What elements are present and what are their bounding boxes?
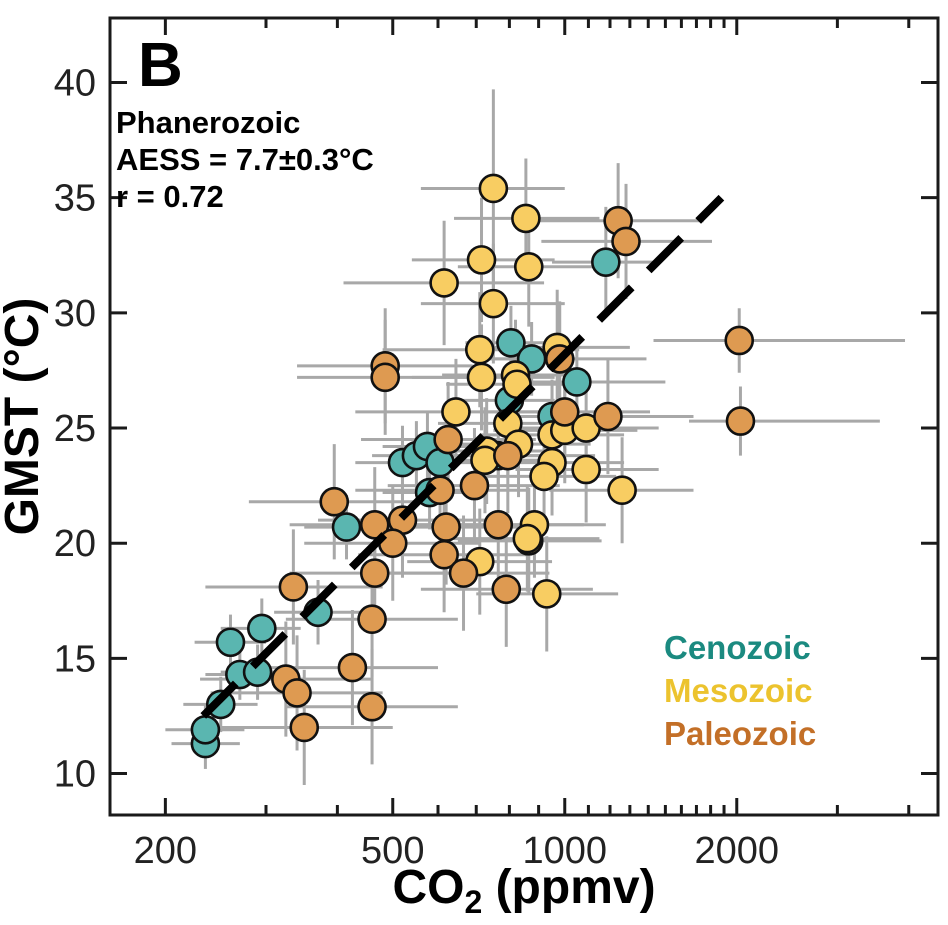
data-point [591,247,621,277]
data-point [466,362,497,393]
y-tick-label: 35 [54,178,96,220]
data-point [593,401,623,432]
y-tick-label: 25 [54,408,96,450]
data-point [433,424,463,455]
data-point [549,397,580,427]
trend-line [200,194,725,719]
panel-label: B [138,31,183,100]
data-point [478,173,509,204]
data-point [429,268,459,298]
legend-item-cenozoic: Cenozoic [664,629,811,666]
panel-annotation: B Phanerozoic AESS = 7.7±0.3°C r = 0.72 [116,31,374,215]
data-point [441,397,471,427]
data-point [491,574,522,605]
data-point [529,461,559,492]
series-paleozoic-markers [271,205,756,743]
tick-labels-layer: 200 500 1000 2000 10 15 20 25 30 35 40 [54,62,779,872]
x-tick-label: 500 [361,830,424,872]
x-tick-label: 1000 [522,830,607,872]
data-point [247,613,277,644]
data-point [483,509,514,540]
aess-value: AESS = 7.7±0.3°C [116,142,374,177]
y-tick-label: 40 [54,62,96,104]
data-point [571,454,601,485]
data-point [611,226,641,257]
data-point [215,627,246,658]
data-point [531,579,562,609]
data-point [377,528,408,558]
x-axis-title: CO2 (ppmv) [392,861,655,920]
data-point [493,440,523,471]
legend-item-mesozoic: Mesozoic [664,672,813,709]
data-point [319,486,350,517]
data-point [478,288,509,319]
legend-item-paleozoic: Paleozoic [664,715,817,752]
data-point [278,572,309,602]
y-tick-label: 15 [54,638,96,680]
data-point [337,652,368,683]
dataset-label: Phanerozoic [116,105,301,140]
data-point [359,558,390,588]
y-tick-label: 20 [54,523,96,565]
data-point [205,689,236,720]
data-point [370,362,400,393]
axis-titles-layer: CO2 (ppmv) GMST (°C) [0,298,656,920]
plot-box [108,16,940,817]
data-point [431,512,461,542]
y-axis-title: GMST (°C) [0,298,49,536]
data-point [359,509,390,540]
data-point [190,714,221,745]
data-point [511,203,541,234]
data-point [607,475,637,506]
data-point [459,470,490,501]
data-point [357,604,387,635]
data-point [448,558,479,588]
data-point [464,334,495,365]
x-tick-label: 2000 [694,830,779,872]
y-tick-label: 10 [54,754,96,796]
data-point [562,367,592,397]
axes-layer [108,16,940,817]
data-point [466,245,497,275]
y-tick-label: 30 [54,293,96,335]
r-value: r = 0.72 [116,179,224,214]
data-point [724,325,755,356]
data-point [429,539,459,570]
data-point [357,691,387,722]
data-point [331,512,362,542]
data-point [725,406,756,436]
data-point [513,251,544,282]
data-point [289,712,320,743]
data-point [496,327,526,358]
data-point [512,523,543,554]
x-tick-label: 200 [134,830,197,872]
data-point [282,678,312,708]
legend: Cenozoic Mesozoic Paleozoic [664,626,816,755]
